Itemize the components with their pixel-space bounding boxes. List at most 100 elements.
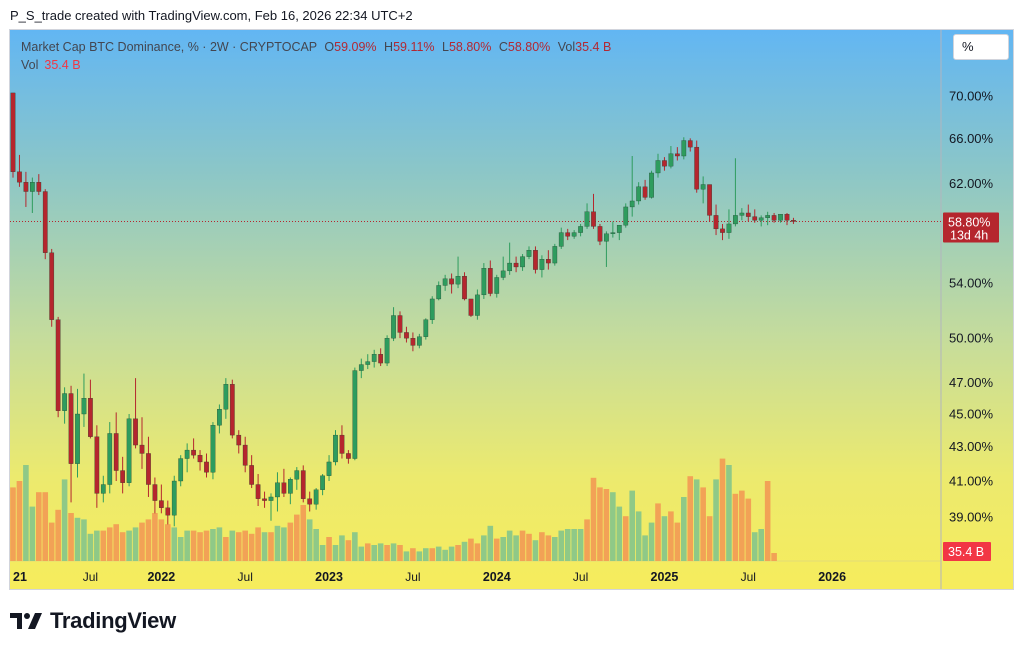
volume-bar — [648, 522, 655, 561]
candle-body — [681, 140, 687, 157]
candle-body — [784, 214, 790, 221]
volume-bar — [693, 479, 700, 561]
high-value: 59.11% — [393, 40, 435, 54]
candle-body — [720, 228, 725, 233]
volume-bar — [210, 529, 216, 561]
volume-bar — [235, 532, 242, 561]
candle-body — [642, 186, 648, 198]
candle-body — [558, 232, 564, 247]
volume-tag-value: 35.4 B — [948, 545, 984, 559]
candle-body — [165, 507, 171, 516]
candle-body — [410, 338, 416, 346]
candle-body — [604, 233, 609, 242]
price-tick-label: 41.00% — [949, 474, 994, 489]
volume-bar — [603, 489, 610, 561]
volume-bar — [403, 551, 410, 561]
volume-bar — [597, 487, 603, 561]
candle-body — [520, 256, 525, 268]
countdown-value: 13d 4h — [950, 228, 988, 242]
price-tick-label: 50.00% — [949, 331, 994, 346]
candle-body — [55, 319, 61, 411]
volume-bar — [171, 527, 178, 561]
candle-body — [268, 496, 274, 501]
candle-body — [333, 434, 338, 463]
candle-body — [707, 184, 712, 216]
candle-body — [68, 393, 74, 464]
volume-bar — [113, 524, 119, 561]
candle-body — [42, 191, 48, 253]
candle-body — [29, 182, 35, 192]
volume-label: Vol — [557, 40, 576, 54]
volume-bar — [242, 530, 248, 561]
candle-body — [649, 172, 654, 198]
candle-body — [771, 215, 777, 221]
candle-body — [81, 398, 87, 415]
brand[interactable]: TradingView — [10, 608, 176, 634]
candle-body — [675, 153, 680, 157]
candle-body — [468, 298, 474, 316]
candle-body — [636, 186, 642, 202]
volume-bar — [448, 546, 455, 561]
candle-body — [152, 484, 158, 501]
volume-bar — [642, 535, 648, 561]
chart-canvas[interactable]: 39.00% 41.00% 43.00% 45.00% 47.00% 50.00% 54.0… — [10, 30, 1014, 590]
candle-body — [94, 436, 100, 494]
volume-bar — [655, 503, 661, 561]
volume-bar — [229, 530, 236, 561]
candle-body — [126, 418, 132, 483]
volume-bar — [616, 506, 623, 561]
candle-body — [442, 278, 448, 286]
time-tick-label: Jul — [238, 570, 253, 584]
candle-body — [391, 315, 396, 339]
volume-bar — [584, 519, 590, 561]
volume-bar — [87, 533, 94, 561]
candle-body — [733, 215, 738, 225]
candle-body — [352, 370, 358, 459]
volume-bar — [216, 527, 223, 561]
candle-body — [500, 270, 506, 278]
candle-body — [262, 498, 267, 501]
candle-body — [494, 277, 500, 294]
candle-body — [533, 250, 538, 270]
volume-bar — [16, 481, 23, 561]
volume-bar — [487, 525, 494, 561]
volume-bar — [713, 479, 719, 561]
volume-row-label: Vol — [21, 58, 39, 72]
volume-bar — [506, 530, 513, 561]
high-label: H — [384, 40, 394, 54]
candle-body — [133, 418, 138, 446]
volume-bar — [532, 540, 539, 561]
volume-bar — [539, 532, 545, 561]
candle-body — [487, 268, 493, 294]
volume-bar — [126, 530, 132, 561]
volume-bar — [326, 537, 332, 561]
volume-bar — [132, 527, 139, 561]
volume-bar — [268, 532, 274, 561]
chart-frame[interactable]: 39.00% 41.00% 43.00% 45.00% 47.00% 50.00% 54.0… — [9, 29, 1014, 590]
candle-body — [17, 171, 22, 183]
candle-body — [384, 338, 390, 364]
candle-body — [365, 361, 371, 365]
volume-bar — [10, 487, 16, 561]
volume-bar — [455, 545, 461, 561]
candle-body — [236, 434, 242, 446]
volume-bar — [255, 527, 261, 561]
candle-body — [300, 470, 306, 499]
ohlc-legend: Market Cap BTC Dominance, % · 2W · CRYPT… — [21, 40, 611, 54]
candle-body — [320, 475, 325, 490]
volume-bar — [42, 492, 49, 561]
scale-mode-box[interactable]: % — [953, 34, 1009, 60]
candle-body — [416, 336, 422, 346]
volume-bar — [61, 479, 68, 561]
last-price-value: 58.80% — [948, 215, 990, 229]
candle-body — [791, 220, 796, 222]
candle-body — [49, 252, 55, 320]
candle-body — [513, 262, 519, 268]
volume-bar — [390, 543, 397, 561]
volume-bar — [622, 516, 629, 561]
time-tick-label: 2026 — [818, 570, 846, 584]
volume-bar — [364, 543, 371, 561]
volume-bar — [371, 545, 377, 561]
candle-body — [10, 92, 16, 172]
time-tick-label: 21 — [13, 570, 27, 584]
